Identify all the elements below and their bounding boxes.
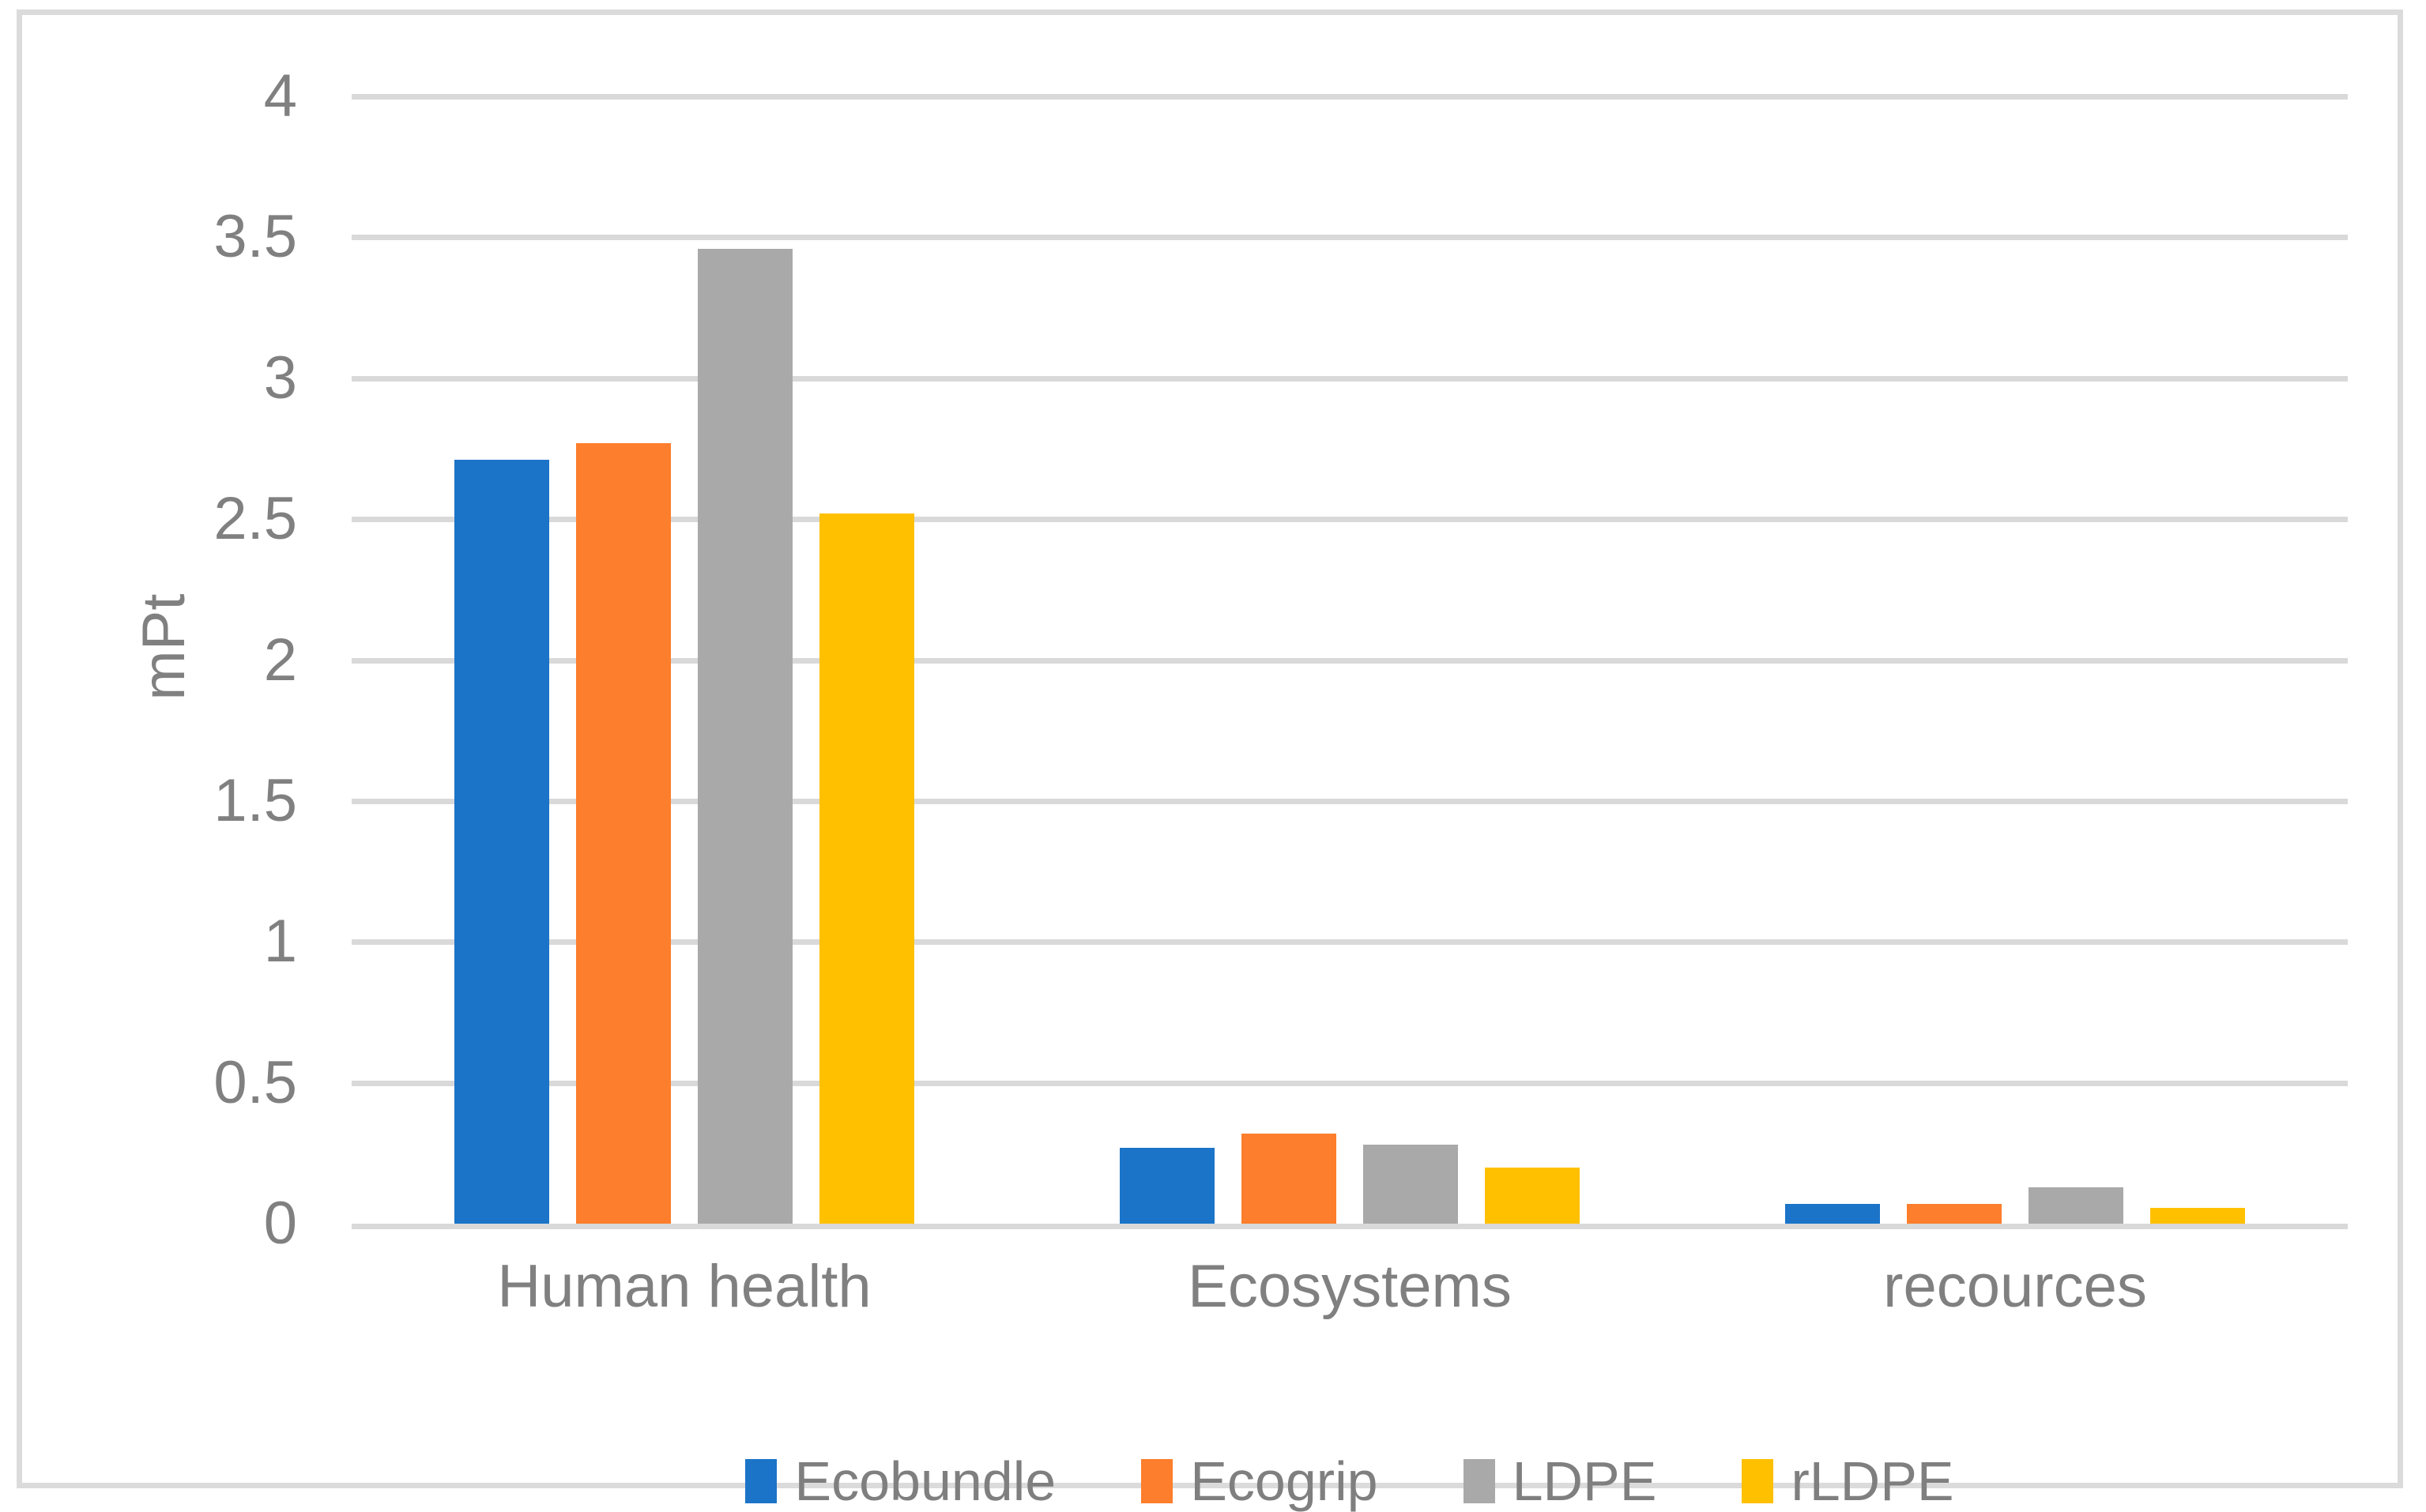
gridline-y-0 bbox=[352, 1224, 2348, 1229]
gridline-y-2.5 bbox=[352, 517, 2348, 523]
y-axis-tick-label-0: 0 bbox=[263, 1190, 297, 1257]
gridline-y-0.5 bbox=[352, 1080, 2348, 1086]
legend-swatch-ecobundle bbox=[745, 1459, 778, 1503]
bar-ldpe-human-health bbox=[698, 248, 793, 1224]
bar-ecogrip-human-health bbox=[576, 442, 671, 1224]
legend-swatch-rldpe bbox=[1742, 1459, 1774, 1503]
bar-rldpe-ecosystems bbox=[1485, 1167, 1580, 1224]
gridline-y-1 bbox=[352, 939, 2348, 946]
bar-ecobundle-recources bbox=[1785, 1204, 1880, 1224]
legend-item-ldpe: LDPE bbox=[1463, 1450, 1657, 1512]
legend-label-ldpe: LDPE bbox=[1512, 1450, 1657, 1512]
legend-item-ecobundle: Ecobundle bbox=[745, 1454, 1056, 1509]
bar-ecogrip-recources bbox=[1907, 1204, 2002, 1224]
figure-frame: 4 3.5 3 2.5 2 1.5 1 0.5 0 mPt Human health Ecosys… bbox=[17, 9, 2403, 1509]
gridline-y-2 bbox=[352, 657, 2348, 664]
y-axis-tick-label-3.5: 3.5 bbox=[213, 203, 297, 271]
category-label-human-health: Human health bbox=[497, 1253, 872, 1320]
category-label-recources: recources bbox=[1883, 1253, 2147, 1320]
y-axis-title: mPt bbox=[130, 593, 198, 701]
y-axis-tick-label-2.5: 2.5 bbox=[213, 485, 297, 553]
y-axis-tick-label-1.5: 1.5 bbox=[213, 766, 297, 834]
gridline-y-3 bbox=[352, 375, 2348, 382]
gridline-y-1.5 bbox=[352, 798, 2348, 804]
legend-item-ecogrip: Ecogrip bbox=[1141, 1450, 1378, 1512]
y-axis-tick-label-1: 1 bbox=[263, 908, 297, 976]
y-axis-tick-label-4: 4 bbox=[263, 62, 297, 130]
category-label-ecosystems: Ecosystems bbox=[1188, 1253, 1512, 1320]
plot-area: 4 3.5 3 2.5 2 1.5 1 0.5 0 mPt Human health Ecosys… bbox=[130, 66, 2348, 1509]
gridline-y-3.5 bbox=[352, 235, 2348, 241]
bar-ecobundle-ecosystems bbox=[1120, 1147, 1215, 1224]
gridline-y-4 bbox=[352, 94, 2348, 100]
bar-rldpe-human-health bbox=[819, 513, 914, 1224]
y-axis-tick-label-0.5: 0.5 bbox=[213, 1048, 297, 1116]
legend-label-ecogrip: Ecogrip bbox=[1190, 1450, 1378, 1512]
legend-swatch-ecogrip bbox=[1141, 1459, 1173, 1503]
legend-label-rldpe: rLDPE bbox=[1791, 1450, 1954, 1512]
legend-item-rldpe: rLDPE bbox=[1742, 1450, 1954, 1512]
legend-swatch-ldpe bbox=[1463, 1459, 1495, 1503]
bar-ecobundle-human-health bbox=[454, 460, 549, 1224]
bar-ldpe-recources bbox=[2029, 1187, 2123, 1224]
bar-ecogrip-ecosystems bbox=[1241, 1133, 1336, 1224]
bar-ldpe-ecosystems bbox=[1363, 1145, 1458, 1224]
y-axis-tick-label-2: 2 bbox=[263, 626, 297, 694]
bar-rldpe-recources bbox=[2150, 1208, 2245, 1224]
y-axis-tick-label-3: 3 bbox=[263, 344, 297, 412]
legend-label-ecobundle: Ecobundle bbox=[794, 1450, 1057, 1512]
legend: Ecobundle Ecogrip LDPE rLDPE bbox=[352, 1454, 2348, 1509]
